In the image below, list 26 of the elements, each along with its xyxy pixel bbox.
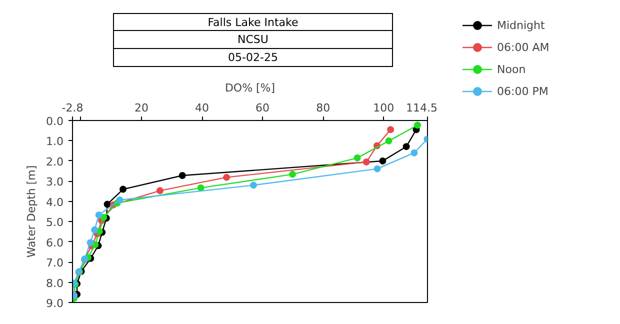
y-tick-label: 8.0 xyxy=(46,276,64,290)
y-tick-label: 7.0 xyxy=(46,256,64,270)
chart-subtitle: NCSU xyxy=(113,31,393,49)
y-tick-label: 4.0 xyxy=(46,196,64,209)
y-tick-label: 0.0 xyxy=(46,115,64,128)
legend-label: Midnight xyxy=(497,18,545,32)
y-tick-label: 6.0 xyxy=(46,236,64,250)
y-tick-label: 2.0 xyxy=(46,155,64,168)
y-tick-label: 5.0 xyxy=(46,216,64,230)
x-tick-label: 80 xyxy=(316,102,330,114)
text: 05-02-25 xyxy=(113,49,393,67)
x-axis-title: DO% [%] xyxy=(224,82,276,94)
x-tick-label: 60 xyxy=(256,102,270,114)
y-tick-label: 9.0 xyxy=(46,297,64,310)
y-tick-label: 3.0 xyxy=(46,176,64,189)
x-tick-label: 100 xyxy=(373,102,394,114)
x-tick-label: 114.5 xyxy=(406,102,438,114)
x-tick-label: 20 xyxy=(134,102,149,114)
legend-label: Noon xyxy=(497,62,526,76)
x-tick-label: 40 xyxy=(195,102,210,114)
legend-label: 06:00 PM xyxy=(497,84,548,98)
legend-label: 06:00 AM xyxy=(497,40,550,54)
x-tick-label: -2.8 xyxy=(62,102,84,114)
y-axis-title: Water Depth [m] xyxy=(25,165,38,258)
chart-title: Falls Lake Intake xyxy=(113,13,393,31)
y-tick-label: 1.0 xyxy=(46,135,64,148)
